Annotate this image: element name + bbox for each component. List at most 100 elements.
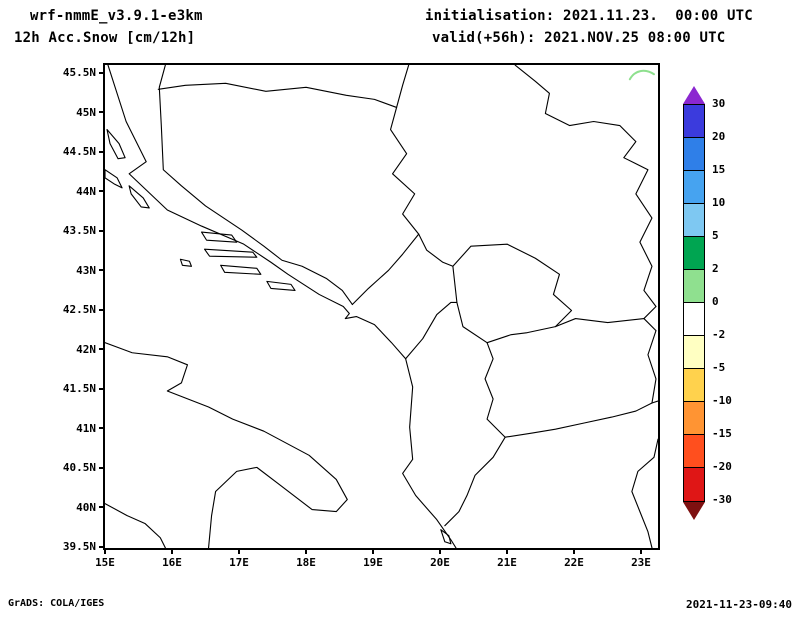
- colorbar-segment: [684, 204, 704, 237]
- y-tick-label: 40N: [76, 500, 96, 514]
- plot-timestamp: 2021-11-23-09:40: [686, 598, 792, 611]
- y-tickmark: [99, 348, 105, 350]
- colorbar-level-label: -15: [712, 427, 732, 440]
- y-tick-label: 42.5N: [62, 303, 96, 316]
- colorbar-arrow-up: [683, 86, 705, 104]
- border-serbia-macedonia: [554, 318, 645, 328]
- x-tickmark: [171, 548, 173, 554]
- y-tickmark: [99, 387, 105, 390]
- grads-credit: GrADS: COLA/IGES: [8, 598, 105, 609]
- x-tick: 18E: [286, 548, 326, 569]
- x-tickmark: [506, 548, 508, 554]
- x-tick-label: 23E: [631, 556, 651, 569]
- y-tickmark: [99, 427, 105, 429]
- coastline-east-adriatic: [107, 65, 457, 548]
- border-albania-macedonia: [484, 342, 506, 438]
- kosovo-outline: [452, 243, 573, 344]
- colorbar-segment: [684, 138, 704, 171]
- x-tickmark: [305, 548, 307, 554]
- colorbar-segment: [684, 336, 704, 369]
- colorbar-segment: [684, 270, 704, 303]
- x-tick: 20E: [420, 548, 460, 569]
- colorbar-level-label: -2: [712, 328, 726, 341]
- x-axis-longitude: 15E 16E 17E 18E 19E 20E 21E 22E 23E: [85, 548, 661, 569]
- border-albania-greece: [444, 436, 506, 527]
- y-tick-label: 43.5N: [62, 224, 96, 237]
- y-axis-latitude: 45.5N 45N 44.5N 44N 43.5N 43N 42.5N 42N …: [35, 66, 105, 553]
- colorbar-level-label: 5: [712, 229, 719, 242]
- y-tick-label: 40.5N: [62, 461, 96, 474]
- y-tick: 42.5N: [35, 303, 105, 316]
- y-tick: 41N: [35, 422, 105, 435]
- x-tick: 23E: [621, 548, 661, 569]
- colorbar-segment: [684, 468, 704, 501]
- colorbar-level-label: -30: [712, 493, 732, 506]
- colorbar-level-label: 10: [712, 196, 726, 209]
- y-tickmark: [99, 190, 105, 192]
- colorbar-level-label: 0: [712, 295, 719, 308]
- y-tick-label: 45N: [76, 105, 96, 119]
- y-tickmark: [99, 71, 105, 74]
- colorbar: [683, 86, 705, 520]
- coastline-italy-tyrrhenian: [105, 503, 166, 548]
- coastline-greece-aegean: [631, 438, 658, 548]
- colorbar-arrow-down: [683, 502, 705, 520]
- y-tick-label: 44.5N: [62, 145, 96, 158]
- y-tickmark: [99, 150, 105, 153]
- model-title: wrf-nmmE_v3.9.1-e3km: [30, 8, 203, 24]
- x-tick: 22E: [554, 548, 594, 569]
- y-tickmark: [99, 308, 105, 311]
- x-tick-label: 17E: [229, 556, 249, 569]
- valid-time: valid(+56h): 2021.NOV.25 08:00 UTC: [432, 30, 726, 46]
- colorbar-level-label: 15: [712, 163, 726, 176]
- y-tick: 39.5N: [35, 540, 105, 553]
- y-tickmark: [99, 545, 105, 548]
- x-tickmark: [104, 548, 106, 554]
- colorbar-segment: [684, 402, 704, 435]
- y-tick: 43N: [35, 264, 105, 277]
- x-tick: 15E: [85, 548, 125, 569]
- x-tickmark: [439, 548, 441, 554]
- border-bosnia-montenegro: [351, 233, 420, 306]
- colorbar-level-label: 30: [712, 97, 726, 110]
- x-tick-label: 20E: [430, 556, 450, 569]
- y-tick: 40N: [35, 501, 105, 514]
- y-tick-label: 44N: [76, 184, 96, 198]
- y-tick-label: 42N: [76, 342, 96, 356]
- x-tickmark: [640, 548, 642, 554]
- y-tick: 44.5N: [35, 145, 105, 158]
- y-tick-label: 41N: [76, 421, 96, 435]
- x-tick: 21E: [487, 548, 527, 569]
- y-tick: 45N: [35, 106, 105, 119]
- colorbar-level-label: -5: [712, 361, 726, 374]
- y-tickmark: [99, 229, 105, 232]
- colorbar-segment: [684, 435, 704, 468]
- y-tick-label: 41.5N: [62, 382, 96, 395]
- y-tick-label: 43N: [76, 263, 96, 277]
- y-tickmark: [99, 269, 105, 271]
- y-tickmark: [99, 466, 105, 469]
- border-sava-drina: [157, 82, 454, 267]
- y-tick: 42N: [35, 343, 105, 356]
- border-montenegro-albania: [405, 301, 458, 360]
- initialisation-time: initialisation: 2021.11.23. 00:00 UTC: [425, 8, 753, 24]
- colorbar-level-label: -20: [712, 460, 732, 473]
- x-tickmark: [372, 548, 374, 554]
- x-tick: 17E: [219, 548, 259, 569]
- x-tick-label: 18E: [296, 556, 316, 569]
- border-croatia-serbia: [396, 65, 410, 108]
- y-tick: 41.5N: [35, 382, 105, 395]
- border-croatia-bosnia-west: [158, 65, 353, 306]
- snow-trace-contour: [628, 69, 655, 81]
- x-tick-label: 19E: [363, 556, 383, 569]
- y-tick-label: 45.5N: [62, 66, 96, 79]
- x-tick: 16E: [152, 548, 192, 569]
- y-tick: 45.5N: [35, 66, 105, 79]
- y-tickmark: [99, 111, 105, 113]
- y-tick: 44N: [35, 185, 105, 198]
- y-tick: 43.5N: [35, 224, 105, 237]
- x-tick-label: 21E: [497, 556, 517, 569]
- colorbar-segments: [683, 104, 705, 502]
- coastline-italy-adriatic: [105, 342, 348, 548]
